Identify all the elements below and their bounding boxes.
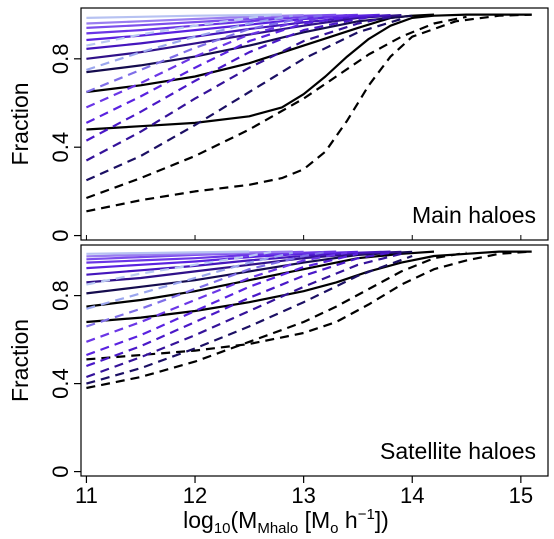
series-line-dashed-top-14: [85, 14, 380, 142]
series-line-dashed-top-12: [85, 17, 402, 182]
series-line-solid-top-7: [86, 13, 337, 29]
series-line-dashed-top-18: [86, 14, 293, 71]
series-line-dashed-top-13: [85, 15, 391, 162]
series-line-solid-bottom-6: [86, 250, 337, 264]
series-line-solid-top-9: [86, 13, 282, 19]
series-line-dashed-bottom-18: [86, 251, 294, 310]
y-axis-label-top: Fraction: [7, 82, 33, 165]
y-axis-label-bottom: Fraction: [7, 319, 33, 402]
x-tick-label: 11: [75, 483, 98, 508]
x-axis-label-unit: h: [339, 507, 358, 533]
x-axis-label-mass-sub: Mhalo: [257, 520, 298, 537]
x-tick-label: 12: [183, 483, 207, 508]
y-tick-label-top: 0: [48, 229, 73, 241]
x-tick-label: 13: [291, 483, 315, 508]
plot-frame-top: [80, 7, 549, 241]
series-line-dashed-bottom-11: [86, 251, 467, 390]
series-line-solid-top-0: [86, 13, 532, 131]
series-line-solid-bottom-9: [86, 250, 250, 255]
series-line-dashed-top-19: [86, 14, 272, 47]
series-line-dashed-bottom-13: [86, 252, 402, 379]
panel-annotation-top: Main haloes: [412, 202, 536, 228]
y-tick-label-bottom: 0.8: [48, 280, 73, 311]
y-tick-label-bottom: 0.4: [48, 368, 73, 399]
series-line-dashed-top-17: [85, 14, 326, 94]
series-line-solid-bottom-0: [86, 250, 532, 324]
x-axis-label-close: ]): [375, 507, 389, 533]
series-line-dashed-top-11: [86, 15, 467, 200]
series-line-dashed-bottom-17: [86, 250, 326, 328]
y-tick-label-bottom: 0: [48, 465, 73, 477]
series-line-dashed-bottom-10: [86, 250, 532, 361]
panel-main-haloes: 0 0.4 0.8 Fraction Main haloes: [7, 7, 549, 242]
y-tick-label-top: 0.4: [48, 132, 73, 163]
x-axis-label-bracket: [M: [298, 507, 330, 533]
x-axis-label-sun-sub: o: [330, 520, 338, 537]
x-axis-label: log10(MMhalo [Mo h−1]): [183, 506, 389, 537]
series-line-dashed-bottom-14: [86, 251, 391, 368]
series-line-dashed-top-15: [85, 14, 359, 124]
series-line-solid-top-2: [86, 14, 413, 74]
panel-satellite-haloes: 0 0.4 0.8 11 12 13 14 15 Fraction Satellite haloe…: [7, 244, 549, 508]
series-line-solid-bottom-8: [86, 250, 293, 258]
x-tick-label: 14: [400, 483, 424, 508]
y-tick-label-top: 0.8: [48, 44, 73, 75]
series-line-dashed-bottom-16: [86, 251, 348, 343]
series-line-dashed-bottom-12: [86, 254, 413, 385]
x-axis-label-log: log: [183, 507, 214, 533]
x-tick-label: 15: [509, 483, 533, 508]
x-axis-label-log-sub: 10: [214, 520, 231, 537]
plot-frame-bottom: [80, 244, 549, 477]
panel-annotation-bottom: Satellite haloes: [380, 438, 536, 464]
x-axis-label-open: (M: [231, 507, 258, 533]
x-axis-label-unit-sup: −1: [358, 506, 375, 523]
series-line-dashed-bottom-15: [86, 252, 359, 357]
series-line-dashed-bottom-19: [86, 250, 272, 286]
series-line-dashed-top-16: [85, 14, 348, 109]
